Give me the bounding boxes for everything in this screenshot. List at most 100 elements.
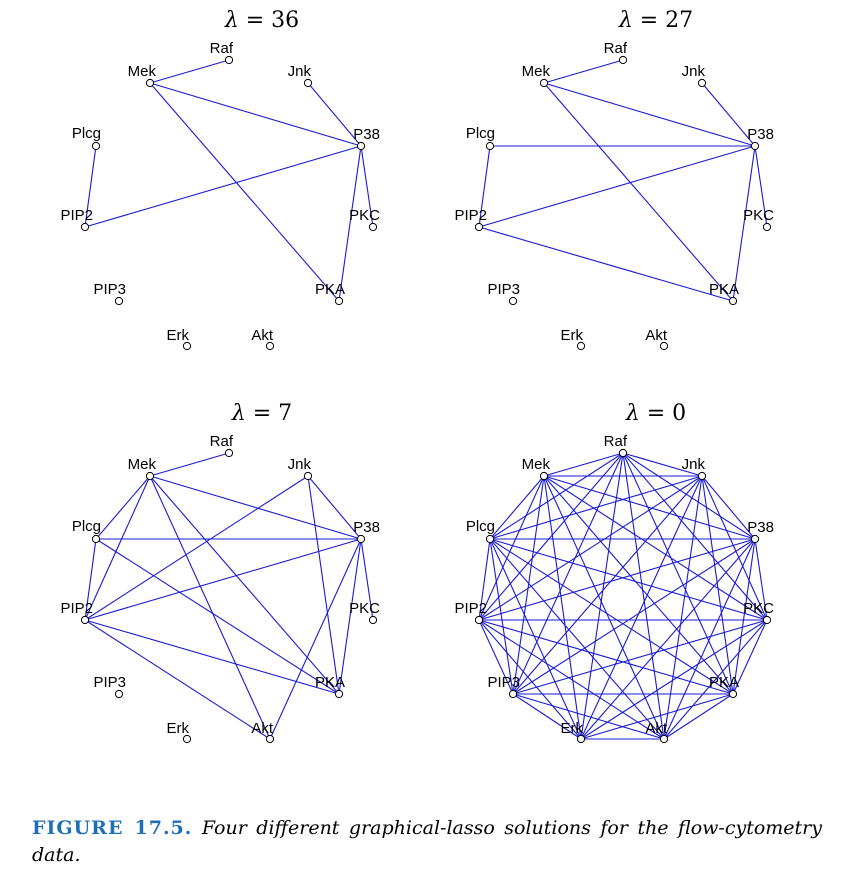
edge-mek-raf <box>149 59 230 84</box>
edge-pip2-p38 <box>84 538 362 621</box>
node-pkc <box>368 222 378 232</box>
edge-jnk-p38 <box>307 82 362 147</box>
node-pka <box>728 296 738 306</box>
node-label-mek: Mek <box>522 63 551 80</box>
node-label-pip2: PIP2 <box>454 600 487 617</box>
network-panel-2: λ = 27 Raf Mek Jnk Plcg P38 PIP2 PKC PIP3 PKA Erk A… <box>454 8 774 351</box>
edge-pip2-p38 <box>84 145 362 228</box>
edge-jnk-p38 <box>701 475 756 540</box>
node-mek <box>145 78 155 88</box>
node-label-jnk: Jnk <box>288 63 312 80</box>
node-pkc <box>762 615 772 625</box>
node-pkc <box>368 615 378 625</box>
panel-title: λ = 36 <box>224 8 299 33</box>
edge-raf-pkc <box>622 452 768 621</box>
node-pka <box>334 296 344 306</box>
node-label-pip3: PIP3 <box>487 281 520 298</box>
node-label-mek: Mek <box>522 456 551 473</box>
edge-jnk-p38 <box>701 82 756 147</box>
node-label-plcg: Plcg <box>466 125 495 142</box>
node-raf <box>224 55 234 65</box>
node-label-pkc: PKC <box>349 600 380 617</box>
edge-jnk-pip2 <box>84 475 309 621</box>
edge-mek-p38 <box>543 475 756 540</box>
node-jnk <box>303 78 313 88</box>
edge-mek-pka <box>543 475 734 695</box>
edge-pip3-erk <box>512 693 582 740</box>
edge-plcg-pip2 <box>84 538 97 621</box>
edge-mek-p38 <box>543 82 756 147</box>
node-pip3 <box>508 296 518 306</box>
edge-p38-pkc <box>360 145 374 228</box>
edge-jnk-akt <box>663 475 703 740</box>
node-label-pip3: PIP3 <box>93 281 126 298</box>
edge-jnk-pkc <box>701 475 768 621</box>
node-label-erk: Erk <box>561 327 584 344</box>
edge-pkc-pip3 <box>512 619 768 695</box>
node-label-pip2: PIP2 <box>454 207 487 224</box>
node-akt <box>659 734 669 744</box>
node-label-jnk: Jnk <box>288 456 312 473</box>
edge-mek-pkc <box>543 475 768 621</box>
node-pka <box>728 689 738 699</box>
node-label-p38: P38 <box>747 126 774 143</box>
node-pip2 <box>80 615 90 625</box>
node-label-plcg: Plcg <box>466 518 495 535</box>
edge-pip2-erk <box>478 619 582 740</box>
node-raf <box>224 448 234 458</box>
panel-title: λ = 0 <box>625 401 686 426</box>
node-pkc <box>762 222 772 232</box>
edge-mek-raf <box>543 59 624 84</box>
node-erk <box>576 341 586 351</box>
node-label-mek: Mek <box>128 63 157 80</box>
edge-pka-erk <box>580 693 734 740</box>
node-label-pka: PKA <box>709 281 739 298</box>
network-panel-1: λ = 36 Raf Mek Jnk Plcg P38 PIP2 PKC PIP3 PKA Erk A… <box>60 8 380 351</box>
edge-p38-pkc <box>360 538 374 621</box>
node-label-pip3: PIP3 <box>487 674 520 691</box>
panel-title: λ = 27 <box>618 8 693 33</box>
edge-p38-pka <box>732 538 756 695</box>
edge-mek-akt <box>149 475 271 740</box>
edge-plcg-akt <box>489 538 665 740</box>
network-panel-4: λ = 0 Raf Mek Jnk Plcg P38 PIP2 PKC PIP3 PKA Erk Ak… <box>454 401 774 744</box>
edge-mek-akt <box>543 475 665 740</box>
edge-mek-plcg <box>95 475 151 540</box>
lambda-value: = 27 <box>633 8 693 33</box>
caption-label: FIGURE 17.5. <box>32 817 193 839</box>
edge-mek-p38 <box>149 82 362 147</box>
edge-pip2-pka <box>478 226 734 302</box>
node-label-plcg: Plcg <box>72 125 101 142</box>
edge-plcg-pip3 <box>489 538 514 695</box>
node-akt <box>265 341 275 351</box>
node-label-plcg: Plcg <box>72 518 101 535</box>
edge-p38-akt <box>663 538 756 740</box>
edge-mek-erk <box>543 475 582 740</box>
edge-mek-pip2 <box>478 475 545 621</box>
edge-p38-pip3 <box>512 538 756 695</box>
node-jnk <box>697 471 707 481</box>
edge-mek-pka <box>543 82 734 302</box>
node-jnk <box>697 78 707 88</box>
node-erk <box>576 734 586 744</box>
node-pip2 <box>474 222 484 232</box>
node-plcg <box>91 534 101 544</box>
edge-mek-p38 <box>149 475 362 540</box>
edge-p38-pkc <box>754 538 768 621</box>
node-p38 <box>356 141 366 151</box>
node-p38 <box>356 534 366 544</box>
edge-raf-mek <box>543 452 624 477</box>
edge-pka-akt <box>663 693 734 740</box>
edge-pip2-pip3 <box>478 619 514 695</box>
edge-p38-pkc <box>754 145 768 228</box>
edge-plcg-pka <box>95 538 340 695</box>
edge-mek-pka <box>149 475 340 695</box>
node-label-akt: Akt <box>645 327 668 344</box>
network-panel-3: λ = 7 Raf Mek Jnk Plcg P38 PIP2 PKC PIP3 PKA Erk Ak… <box>60 401 380 744</box>
edge-jnk-p38 <box>307 475 362 540</box>
edge-p38-akt <box>269 538 362 740</box>
node-label-akt: Akt <box>251 327 274 344</box>
node-pip2 <box>80 222 90 232</box>
node-plcg <box>91 141 101 151</box>
node-pip3 <box>114 689 124 699</box>
